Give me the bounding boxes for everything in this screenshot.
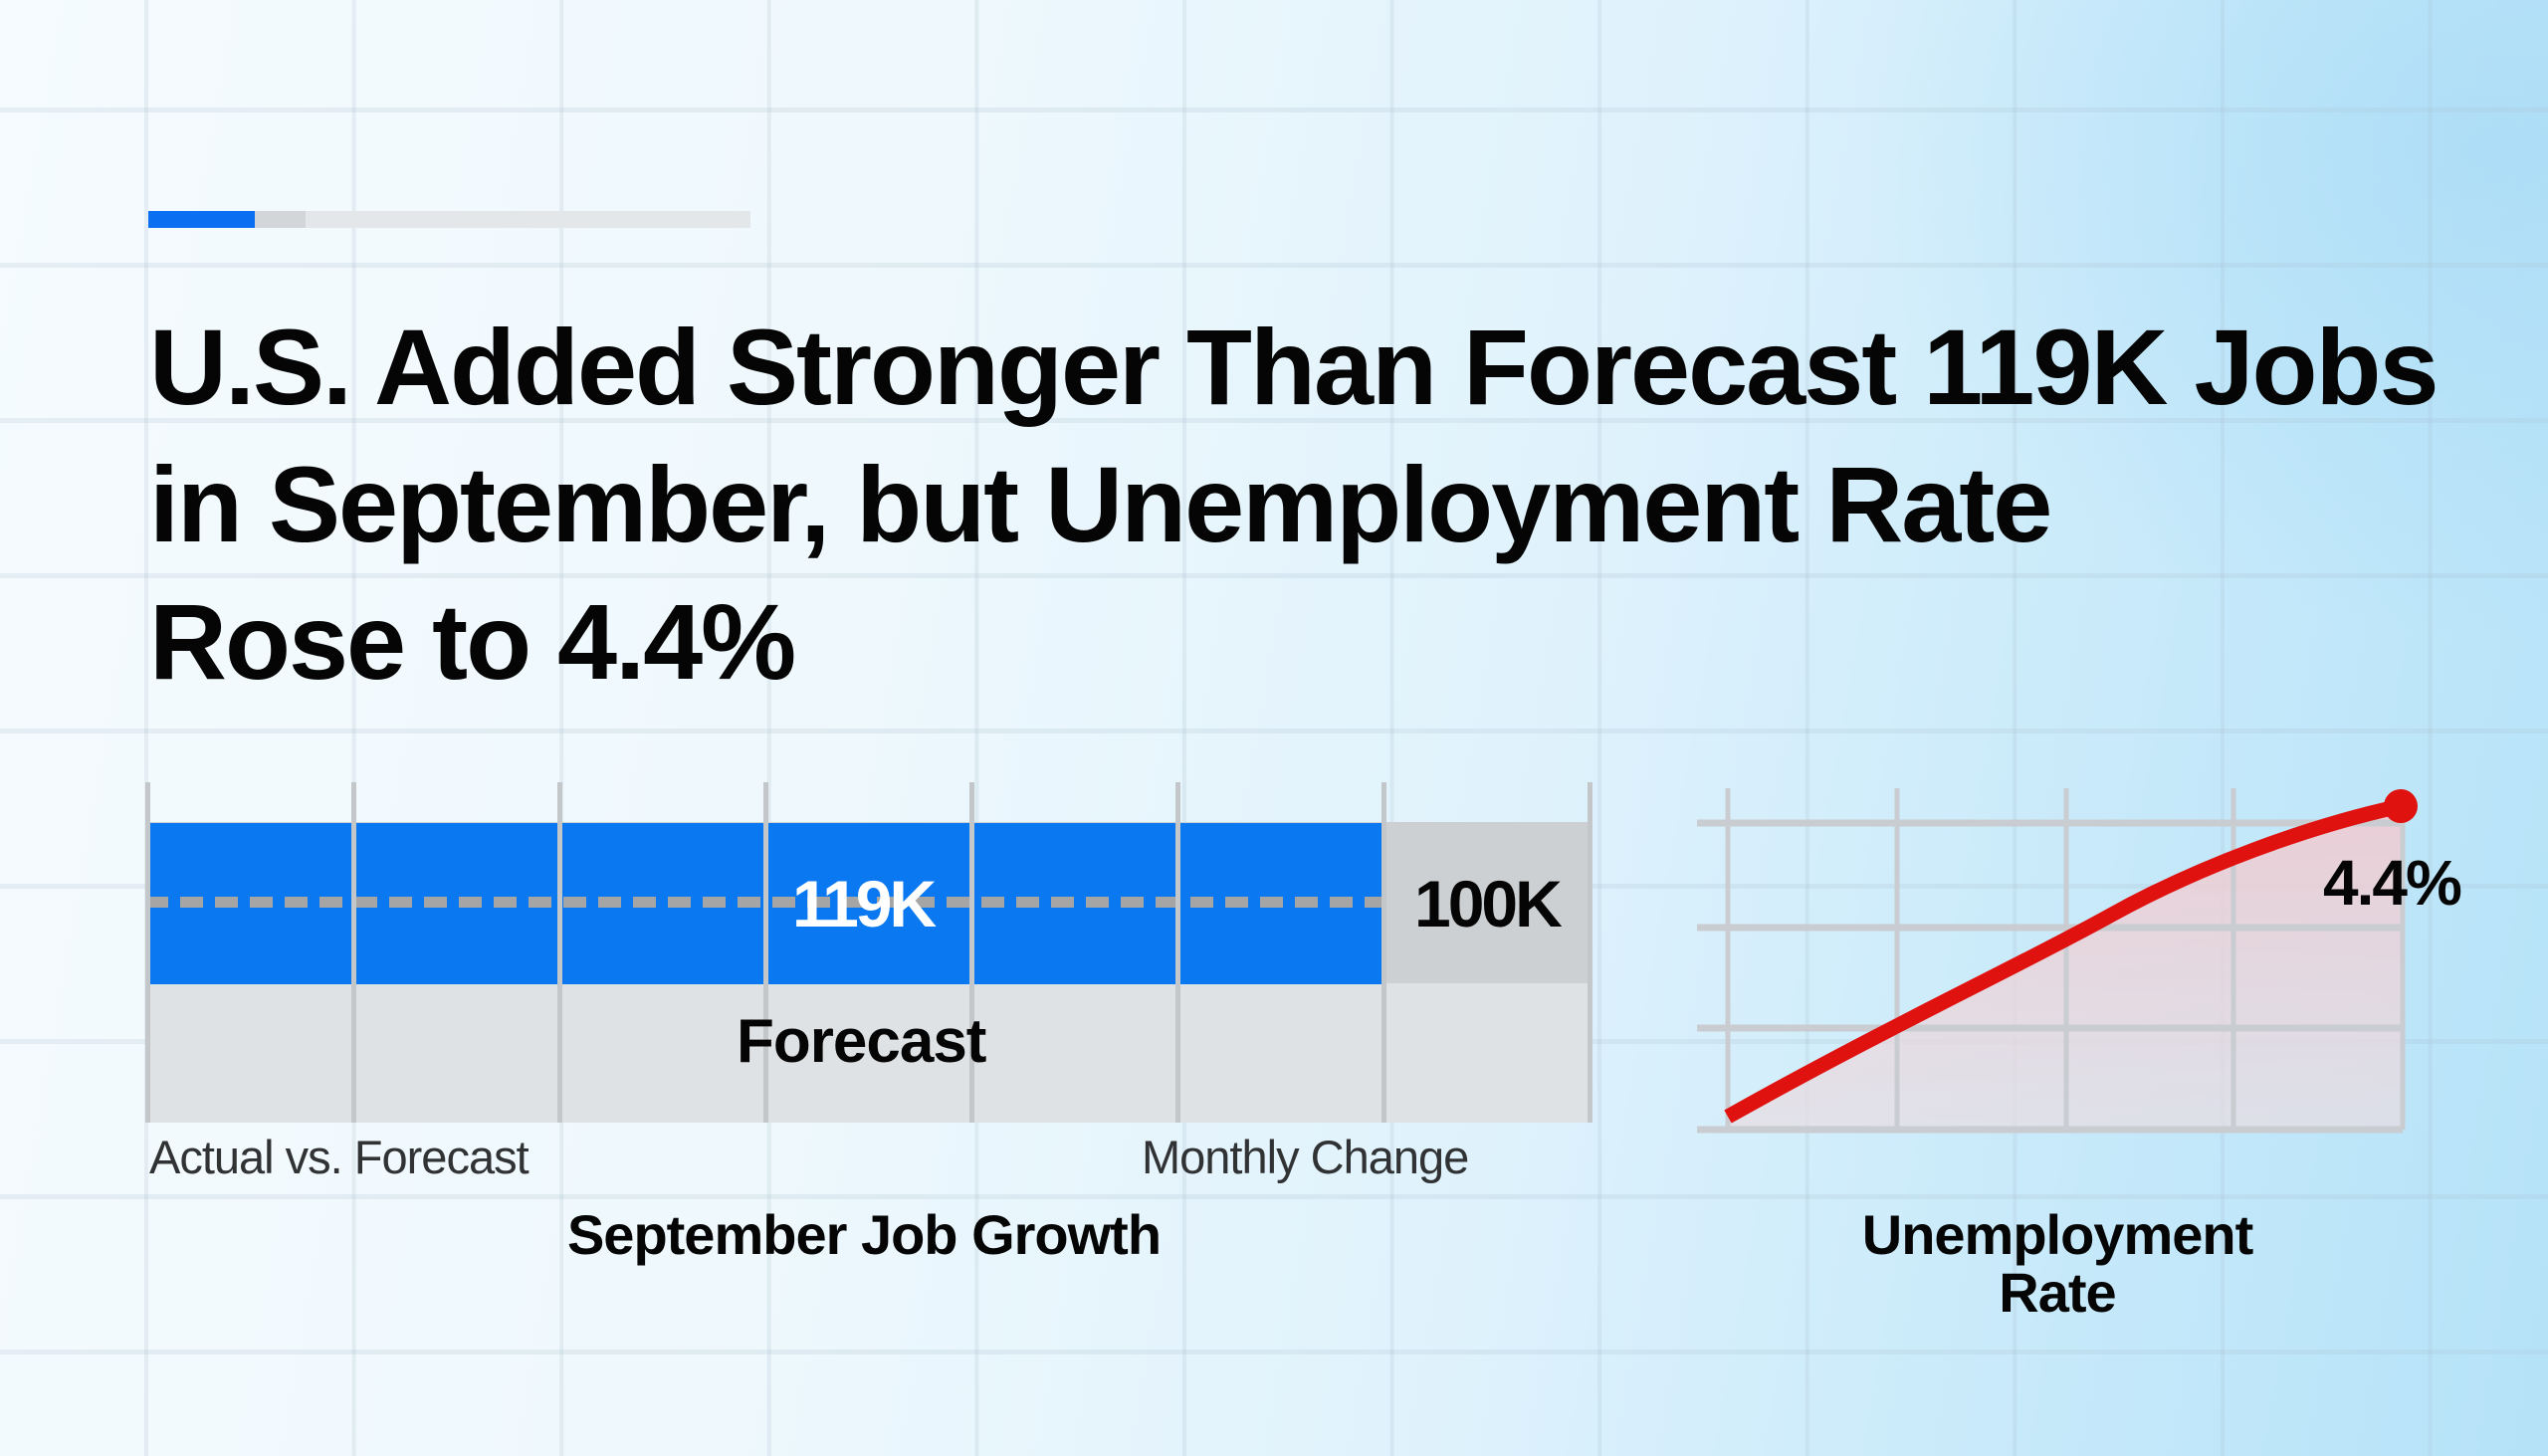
progress-segment-active bbox=[148, 211, 255, 228]
vertical-gridlines bbox=[1725, 788, 2406, 1130]
unemployment-title-line-1: Unemployment bbox=[1861, 1203, 2254, 1266]
unemployment-rate-label: 4.4% bbox=[2323, 847, 2462, 919]
progress-indicator bbox=[148, 211, 750, 228]
gridline bbox=[1381, 782, 1386, 1123]
job-growth-chart: 119K 100K Forecast bbox=[145, 782, 1592, 1123]
unemployment-chart: 4.4% bbox=[1692, 776, 2548, 1154]
gridline bbox=[557, 782, 562, 1123]
headline-line-3: Rose to 4.4% bbox=[149, 581, 796, 702]
actual-value-label: 119K bbox=[792, 867, 937, 940]
unemployment-trend-line bbox=[1724, 798, 2403, 1124]
unemployment-chart-svg bbox=[1697, 788, 2418, 1134]
horizontal-gridlines bbox=[1697, 819, 2403, 1134]
unemployment-chart-title: Unemployment Rate bbox=[1811, 1206, 2303, 1322]
gridline bbox=[1588, 782, 1592, 1123]
headline-line-1: U.S. Added Stronger Than Forecast 119K J… bbox=[149, 307, 2440, 427]
forecast-band-label: Forecast bbox=[737, 1007, 986, 1076]
headline-line-2: in September, but Unemployment Rate bbox=[149, 444, 2052, 564]
gridline bbox=[351, 782, 356, 1123]
headline: U.S. Added Stronger Than Forecast 119K J… bbox=[149, 299, 2440, 711]
gridline bbox=[145, 782, 150, 1123]
gridline bbox=[763, 782, 768, 1123]
axis-label-actual-vs-forecast: Actual vs. Forecast bbox=[149, 1131, 530, 1183]
gridline bbox=[1175, 782, 1180, 1123]
gridline bbox=[969, 782, 974, 1123]
unemployment-title-line-2: Rate bbox=[1999, 1261, 2116, 1324]
job-growth-chart-title: September Job Growth bbox=[566, 1203, 1162, 1266]
end-point-marker bbox=[2384, 789, 2418, 823]
axis-label-monthly-change: Monthly Change bbox=[1142, 1131, 1469, 1183]
forecast-value-label: 100K bbox=[1414, 867, 1563, 940]
